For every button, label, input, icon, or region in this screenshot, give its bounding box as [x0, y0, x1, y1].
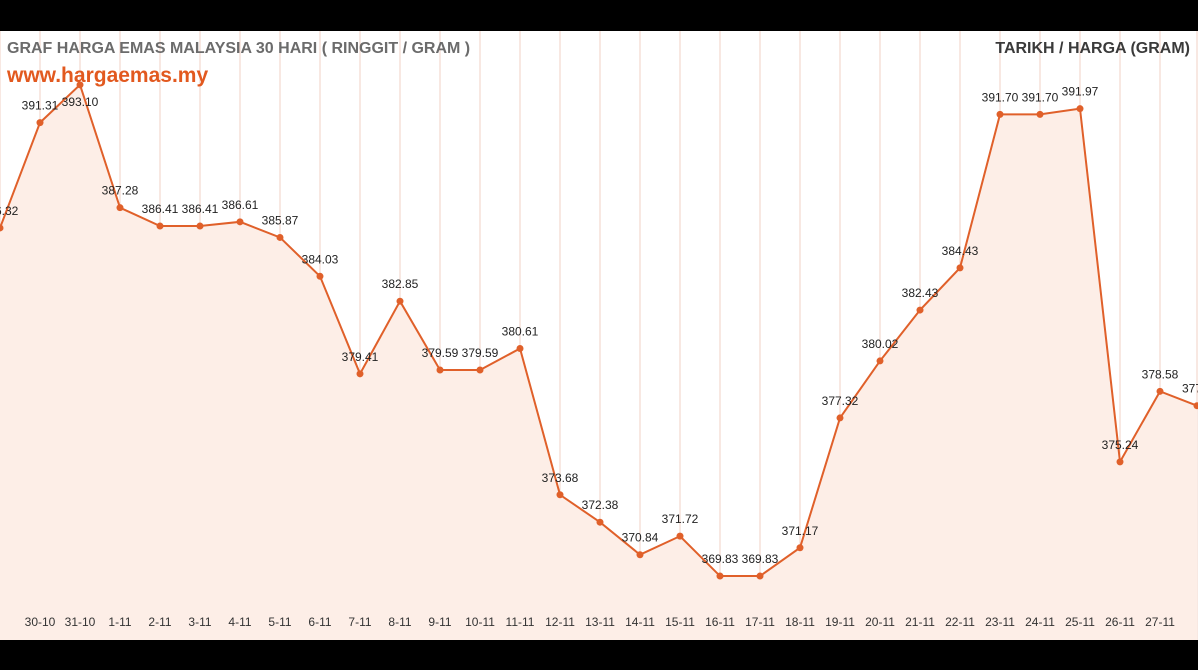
data-point[interactable]: [236, 218, 244, 226]
data-point[interactable]: [916, 306, 924, 314]
data-point[interactable]: [796, 544, 804, 552]
data-point[interactable]: [556, 491, 564, 499]
data-point[interactable]: [156, 222, 164, 230]
data-point[interactable]: [396, 297, 404, 305]
x-tick-label: 24-11: [1025, 615, 1055, 629]
data-label: 391.70: [1022, 90, 1059, 104]
data-label: 369.83: [742, 552, 779, 566]
data-label: 380.61: [502, 324, 539, 338]
x-tick-label: 11-11: [506, 615, 535, 629]
x-tick-label: 25-11: [1065, 615, 1095, 629]
data-label: 371.72: [662, 512, 699, 526]
site-url[interactable]: www.hargaemas.my: [7, 64, 209, 87]
data-label: 375.24: [1102, 438, 1139, 452]
x-tick-label: 3-11: [188, 615, 211, 629]
data-label: 379.59: [422, 346, 459, 360]
data-label: 382.85: [382, 277, 419, 291]
data-label: 386.41: [142, 202, 179, 216]
data-point[interactable]: [996, 110, 1004, 118]
x-tick-label: 21-11: [905, 615, 935, 629]
data-point[interactable]: [596, 518, 604, 526]
top-black-bar: [0, 0, 1198, 31]
price-area: [0, 84, 1197, 640]
data-point[interactable]: [316, 272, 324, 280]
data-point[interactable]: [756, 572, 764, 580]
x-tick-label: 20-11: [865, 615, 895, 629]
data-label: 377.9: [1182, 382, 1198, 396]
data-point[interactable]: [276, 233, 284, 241]
x-tick-label: 2-11: [148, 615, 171, 629]
legend-title: TARIKH / HARGA (GRAM): [995, 40, 1190, 57]
x-tick-label: 7-11: [348, 615, 371, 629]
data-label: 384.43: [942, 244, 979, 258]
data-point[interactable]: [476, 366, 484, 374]
data-label: 391.97: [1062, 85, 1099, 99]
data-label: 369.83: [702, 552, 739, 566]
data-label: 379.41: [342, 350, 379, 364]
data-label: 387.28: [102, 184, 139, 198]
data-point[interactable]: [0, 224, 4, 232]
data-point[interactable]: [636, 551, 644, 559]
x-tick-label: 15-11: [665, 615, 695, 629]
data-label: 380.02: [862, 337, 899, 351]
data-label: 391.31: [22, 99, 59, 113]
data-label: 377.32: [822, 394, 859, 408]
data-point[interactable]: [876, 357, 884, 365]
x-tick-label: 17-11: [745, 615, 775, 629]
data-label: 373.68: [542, 471, 579, 485]
data-label: 372.38: [582, 498, 619, 512]
data-label: 385.87: [262, 213, 299, 227]
x-tick-label: 8-11: [388, 615, 411, 629]
data-label: 384.03: [302, 252, 339, 266]
data-label: 379.59: [462, 346, 499, 360]
x-tick-label: 12-11: [545, 615, 575, 629]
data-point[interactable]: [1156, 387, 1164, 395]
data-point[interactable]: [1076, 105, 1084, 113]
data-point[interactable]: [1036, 110, 1044, 118]
x-tick-label: 1-11: [108, 615, 131, 629]
data-label: 386.61: [222, 198, 259, 212]
data-label: 393.10: [62, 95, 99, 109]
x-tick-label: 10-11: [465, 615, 495, 629]
data-point[interactable]: [196, 222, 204, 230]
x-tick-label: 18-11: [785, 615, 815, 629]
data-point[interactable]: [1193, 402, 1198, 410]
data-label: 378.58: [1142, 367, 1179, 381]
data-point[interactable]: [516, 344, 524, 352]
data-label: 386.32: [0, 204, 19, 218]
data-point[interactable]: [76, 81, 84, 89]
data-point[interactable]: [356, 370, 364, 378]
x-tick-label: 5-11: [268, 615, 291, 629]
x-tick-label: 27-11: [1145, 615, 1175, 629]
x-tick-label: 9-11: [428, 615, 451, 629]
data-point[interactable]: [36, 119, 44, 127]
x-tick-label: 4-11: [228, 615, 251, 629]
data-label: 391.70: [982, 90, 1019, 104]
data-label: 382.43: [902, 286, 939, 300]
x-tick-label: 22-11: [945, 615, 975, 629]
data-point[interactable]: [116, 204, 124, 212]
x-tick-label: 6-11: [308, 615, 331, 629]
data-label: 386.41: [182, 202, 219, 216]
x-tick-label: 16-11: [705, 615, 735, 629]
data-point[interactable]: [956, 264, 964, 272]
x-tick-label: 13-11: [585, 615, 615, 629]
x-tick-label: 30-10: [25, 615, 56, 629]
chart-title: GRAF HARGA EMAS MALAYSIA 30 HARI ( RINGG…: [7, 40, 471, 57]
bottom-black-bar: [0, 640, 1198, 670]
x-tick-label: 23-11: [985, 615, 1015, 629]
data-point[interactable]: [836, 414, 844, 422]
data-label: 371.17: [782, 524, 819, 538]
data-point[interactable]: [436, 366, 444, 374]
x-tick-label: 19-11: [825, 615, 855, 629]
data-point[interactable]: [716, 572, 724, 580]
data-point[interactable]: [676, 532, 684, 540]
x-tick-label: 26-11: [1105, 615, 1135, 629]
x-tick-label: 31-10: [65, 615, 96, 629]
x-tick-label: 14-11: [625, 615, 655, 629]
data-label: 370.84: [622, 531, 659, 545]
data-point[interactable]: [1116, 458, 1124, 466]
